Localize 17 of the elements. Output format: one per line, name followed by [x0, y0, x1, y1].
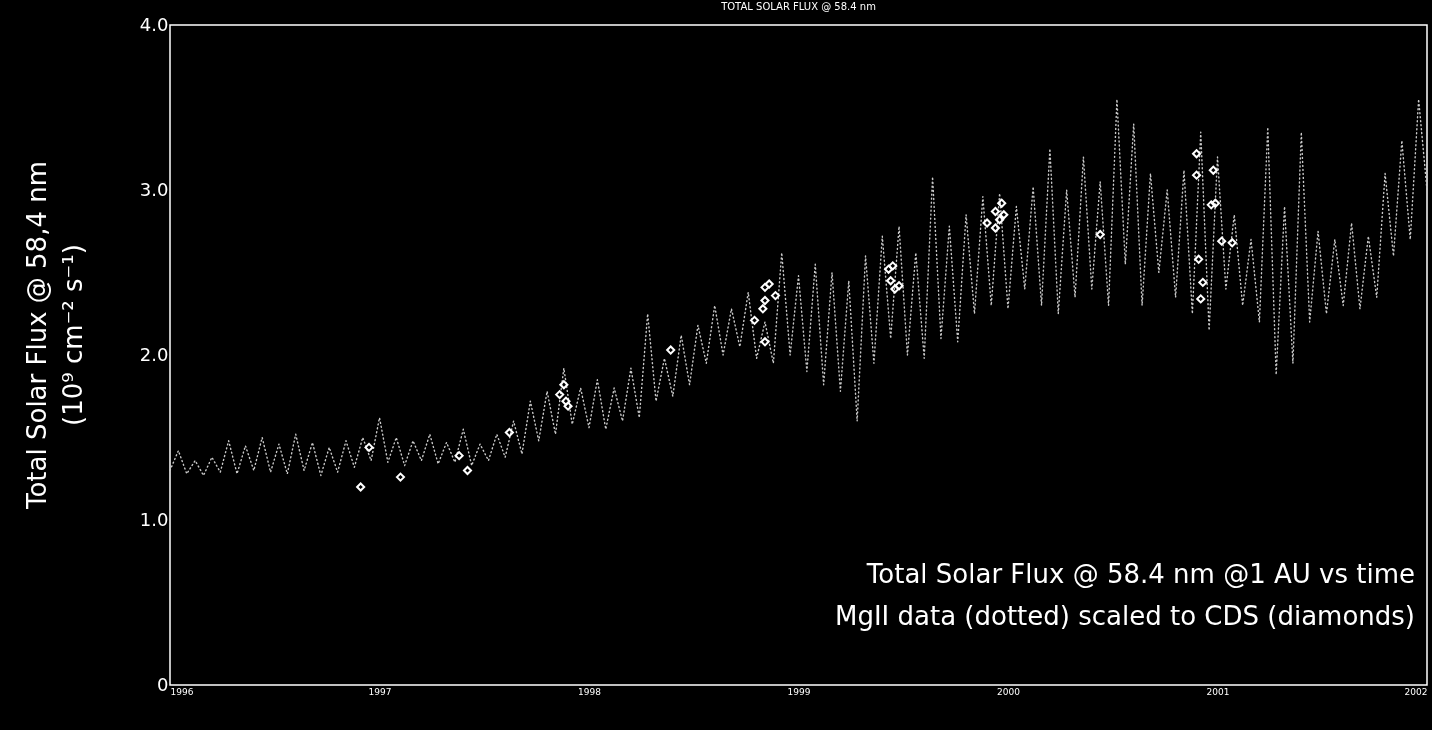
x-tick-label: 2000 [997, 686, 1021, 697]
y-tick-label: 0 [157, 673, 169, 695]
x-tick-label: 2002 [1404, 686, 1428, 697]
y-tick-label: 2.0 [139, 343, 169, 365]
y-axis-title: Total Solar Flux @ 58,4 nm (10⁹ cm⁻² s⁻¹) [22, 160, 88, 511]
chart-title: TOTAL SOLAR FLUX @ 58.4 nm [720, 1, 876, 12]
x-tick-label: 1998 [578, 686, 602, 697]
annotation: Total Solar Flux @ 58.4 nm @1 AU vs time [865, 559, 1415, 589]
x-tick-label: 1999 [787, 686, 811, 697]
x-tick-label: 2001 [1206, 686, 1230, 697]
line-series [169, 98, 1428, 477]
y-tick-label: 4.0 [139, 13, 169, 35]
y-tick-label: 3.0 [139, 178, 169, 200]
x-tick-label: 1997 [368, 686, 392, 697]
x-tick-label: 1996 [170, 686, 194, 697]
annotation: MgII data (dotted) scaled to CDS (diamonds) [835, 601, 1415, 631]
y-tick-label: 1.0 [139, 508, 169, 530]
